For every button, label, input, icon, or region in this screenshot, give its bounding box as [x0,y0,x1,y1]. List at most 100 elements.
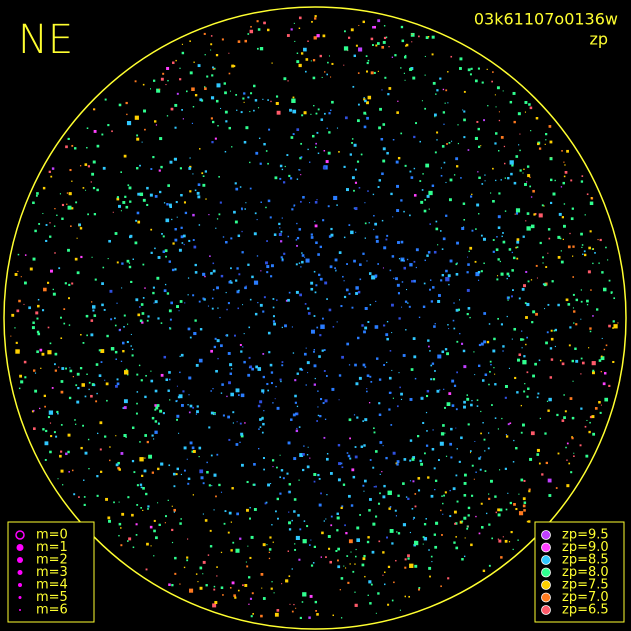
star [455,536,457,538]
star [547,252,549,254]
star [289,177,293,180]
star [228,52,230,54]
star [301,252,303,254]
star [302,196,305,199]
star [505,433,507,436]
star [136,402,138,405]
star [260,572,264,576]
star [513,256,516,260]
star [39,348,43,352]
star [236,109,238,111]
star [478,532,481,535]
star [374,325,379,329]
star [523,355,526,358]
star [272,466,274,468]
star [154,430,158,434]
star [500,179,502,181]
star [463,481,467,485]
star [506,296,510,300]
star [266,240,268,242]
star [243,101,245,103]
star [217,307,219,309]
star [305,58,309,61]
star [174,268,177,271]
star [357,119,360,123]
star [375,612,377,614]
star [456,340,459,343]
star [288,528,292,531]
star [372,26,375,29]
star [165,218,170,223]
star [316,420,319,422]
star [389,269,392,272]
star [142,509,144,511]
star [186,458,188,460]
star [310,539,312,541]
star [404,164,407,167]
star [458,299,461,301]
star [171,584,174,587]
star [404,300,408,303]
star [455,427,457,429]
star [225,334,229,337]
star [331,62,334,65]
star [413,540,419,546]
star [463,136,466,139]
star [96,392,98,395]
star [484,180,486,182]
star [313,364,317,368]
star [314,15,317,18]
star [293,457,297,461]
star [444,102,446,104]
star [94,278,97,281]
star [419,140,421,143]
star [187,538,189,540]
star [270,100,272,103]
star [248,603,250,605]
star [136,484,139,487]
frame-id: 03k61107o0136w [474,10,618,29]
star [449,489,451,492]
star [102,266,105,269]
star [463,118,466,122]
star [391,542,394,545]
star [330,524,333,527]
star [504,384,508,388]
star [157,467,160,471]
star [47,281,50,284]
star [397,100,399,102]
star [345,532,348,535]
star [298,169,301,171]
star [232,411,235,414]
star [183,243,185,246]
star [211,485,213,487]
star [395,277,398,281]
star [481,81,484,84]
star [60,469,64,473]
star [243,140,247,144]
star [450,456,453,459]
star [378,378,382,381]
star [167,184,170,187]
star [489,360,492,363]
star [613,324,618,329]
star [126,259,130,263]
star [220,586,224,589]
star [337,565,341,569]
star [10,335,12,337]
star [115,358,117,360]
star [91,172,95,176]
star [314,600,318,604]
star [110,318,113,321]
star [530,224,535,229]
star [168,378,171,381]
star [296,178,299,180]
star [123,154,127,158]
star [135,523,138,526]
star [538,147,542,150]
star [68,396,72,400]
star [176,305,179,308]
star [175,201,178,204]
star [581,175,584,177]
star [433,250,437,254]
